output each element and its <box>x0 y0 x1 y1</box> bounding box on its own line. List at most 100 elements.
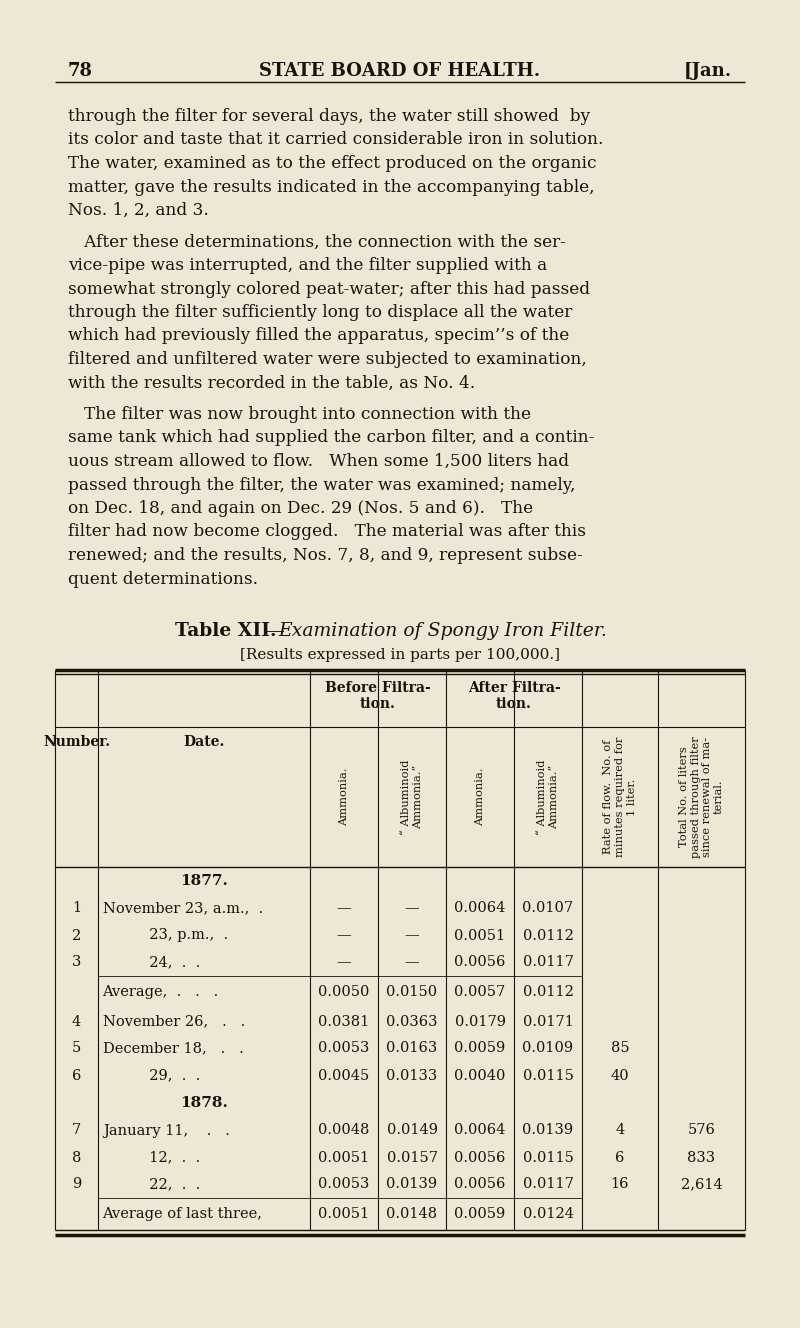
Text: 0.0059: 0.0059 <box>454 1207 506 1220</box>
Text: 2: 2 <box>72 928 81 943</box>
Text: passed through the filter, the water was examined; namely,: passed through the filter, the water was… <box>68 477 575 494</box>
Text: which had previously filled the apparatus, specim’’s of the: which had previously filled the apparatu… <box>68 328 570 344</box>
Text: 0.0056: 0.0056 <box>454 956 506 969</box>
Text: 0.0112: 0.0112 <box>522 985 574 999</box>
Text: 0.0053: 0.0053 <box>318 1178 370 1191</box>
Text: 2,614: 2,614 <box>681 1178 722 1191</box>
Text: 0.0150: 0.0150 <box>386 985 438 999</box>
Text: 0.0057: 0.0057 <box>454 985 506 999</box>
Text: 78: 78 <box>68 62 93 80</box>
Text: Before Filtra-
tion.: Before Filtra- tion. <box>325 681 431 712</box>
Text: 0.0133: 0.0133 <box>386 1069 438 1082</box>
Text: 0.0148: 0.0148 <box>386 1207 438 1220</box>
Text: Examination of Spongy Iron Filter.: Examination of Spongy Iron Filter. <box>278 622 607 640</box>
Text: filter had now become clogged.   The material was after this: filter had now become clogged. The mater… <box>68 523 586 540</box>
Text: STATE BOARD OF HEALTH.: STATE BOARD OF HEALTH. <box>259 62 541 80</box>
Text: 0.0139: 0.0139 <box>386 1178 438 1191</box>
Text: November 26,   .   .: November 26, . . <box>103 1015 246 1028</box>
Text: 23, p.m.,  .: 23, p.m., . <box>103 928 228 943</box>
Text: —: — <box>337 902 351 915</box>
Text: The filter was now brought into connection with the: The filter was now brought into connecti… <box>68 406 531 424</box>
Text: Nos. 1, 2, and 3.: Nos. 1, 2, and 3. <box>68 202 209 219</box>
Text: 0.0117: 0.0117 <box>522 1178 574 1191</box>
Text: 85: 85 <box>610 1041 630 1056</box>
Text: 0.0048: 0.0048 <box>318 1123 370 1138</box>
Text: 0.0149: 0.0149 <box>386 1123 438 1138</box>
Text: 0.0109: 0.0109 <box>522 1041 574 1056</box>
Text: 0.0051: 0.0051 <box>318 1207 370 1220</box>
Text: 0.0139: 0.0139 <box>522 1123 574 1138</box>
Text: with the results recorded in the table, as No. 4.: with the results recorded in the table, … <box>68 374 475 392</box>
Text: 0.0051: 0.0051 <box>454 928 506 943</box>
Text: 7: 7 <box>72 1123 81 1138</box>
Text: matter, gave the results indicated in the accompanying table,: matter, gave the results indicated in th… <box>68 178 594 195</box>
Text: 0.0040: 0.0040 <box>454 1069 506 1082</box>
Text: December 18,   .   .: December 18, . . <box>103 1041 244 1056</box>
Text: 833: 833 <box>687 1150 715 1165</box>
Text: same tank which had supplied the carbon filter, and a contin-: same tank which had supplied the carbon … <box>68 429 594 446</box>
Text: its color and taste that it carried considerable iron in solution.: its color and taste that it carried cons… <box>68 131 603 149</box>
Text: 9: 9 <box>72 1178 81 1191</box>
Text: 40: 40 <box>610 1069 630 1082</box>
Text: 0.0363: 0.0363 <box>386 1015 438 1028</box>
Text: [Jan.: [Jan. <box>684 62 732 80</box>
Text: Number.: Number. <box>43 734 110 749</box>
Text: 0.0056: 0.0056 <box>454 1150 506 1165</box>
Text: 0.0115: 0.0115 <box>522 1150 574 1165</box>
Text: 0.0179: 0.0179 <box>454 1015 506 1028</box>
Text: 0.0056: 0.0056 <box>454 1178 506 1191</box>
Text: 8: 8 <box>72 1150 81 1165</box>
Text: 3: 3 <box>72 956 81 969</box>
Text: 0.0112: 0.0112 <box>522 928 574 943</box>
Text: 16: 16 <box>610 1178 630 1191</box>
Text: The water, examined as to the effect produced on the organic: The water, examined as to the effect pro… <box>68 155 597 173</box>
Text: 0.0124: 0.0124 <box>522 1207 574 1220</box>
Text: 0.0107: 0.0107 <box>522 902 574 915</box>
Text: Average,  .   .   .: Average, . . . <box>102 985 218 999</box>
Text: Table XII.: Table XII. <box>175 622 277 640</box>
Text: through the filter sufficiently long to displace all the water: through the filter sufficiently long to … <box>68 304 572 321</box>
Text: Average of last three,: Average of last three, <box>102 1207 262 1220</box>
Text: After these determinations, the connection with the ser-: After these determinations, the connecti… <box>68 234 566 251</box>
Text: on Dec. 18, and again on Dec. 29 (Nos. 5 and 6).   The: on Dec. 18, and again on Dec. 29 (Nos. 5… <box>68 501 533 517</box>
Text: 0.0064: 0.0064 <box>454 1123 506 1138</box>
Text: 29,  .  .: 29, . . <box>103 1069 200 1082</box>
Text: After Filtra-
tion.: After Filtra- tion. <box>468 681 560 712</box>
Text: 0.0053: 0.0053 <box>318 1041 370 1056</box>
Text: November 23, a.m.,  .: November 23, a.m., . <box>103 902 263 915</box>
Text: quent determinations.: quent determinations. <box>68 571 258 587</box>
Text: 0.0064: 0.0064 <box>454 902 506 915</box>
Text: 0.0059: 0.0059 <box>454 1041 506 1056</box>
Text: through the filter for several days, the water still showed  by: through the filter for several days, the… <box>68 108 590 125</box>
Text: 1878.: 1878. <box>180 1096 228 1110</box>
Text: vice-pipe was interrupted, and the filter supplied with a: vice-pipe was interrupted, and the filte… <box>68 258 547 274</box>
Text: —: — <box>337 928 351 943</box>
Text: 0.0163: 0.0163 <box>386 1041 438 1056</box>
Text: 1877.: 1877. <box>180 874 228 888</box>
Text: 0.0157: 0.0157 <box>386 1150 438 1165</box>
Text: —: — <box>260 622 291 640</box>
Text: 12,  .  .: 12, . . <box>103 1150 200 1165</box>
Text: —: — <box>405 902 419 915</box>
Text: Ammonia.: Ammonia. <box>339 768 349 826</box>
Text: “ Albuminoid
Ammonia.”: “ Albuminoid Ammonia.” <box>538 760 558 835</box>
Text: 0.0171: 0.0171 <box>522 1015 574 1028</box>
Text: Total No. of liters
passed through filter
since renewal of ma-
terial.: Total No. of liters passed through filte… <box>679 736 724 858</box>
Text: 0.0050: 0.0050 <box>318 985 370 999</box>
Text: 4: 4 <box>72 1015 81 1028</box>
Text: [Results expressed in parts per 100,000.]: [Results expressed in parts per 100,000.… <box>240 648 560 661</box>
Text: 0.0381: 0.0381 <box>318 1015 370 1028</box>
Text: “ Albuminoid
Ammonia.”: “ Albuminoid Ammonia.” <box>401 760 422 835</box>
Text: 0.0117: 0.0117 <box>522 956 574 969</box>
Text: —: — <box>405 928 419 943</box>
Text: somewhat strongly colored peat-water; after this had passed: somewhat strongly colored peat-water; af… <box>68 280 590 297</box>
Text: uous stream allowed to flow.   When some 1,500 liters had: uous stream allowed to flow. When some 1… <box>68 453 569 470</box>
Text: 22,  .  .: 22, . . <box>103 1178 200 1191</box>
Text: renewed; and the results, Nos. 7, 8, and 9, represent subse-: renewed; and the results, Nos. 7, 8, and… <box>68 547 582 564</box>
Text: 4: 4 <box>615 1123 625 1138</box>
Text: Ammonia.: Ammonia. <box>475 768 485 826</box>
Text: Rate of flow.  No. of
minutes required for
1 liter.: Rate of flow. No. of minutes required fo… <box>603 737 637 857</box>
Text: 24,  .  .: 24, . . <box>103 956 200 969</box>
Text: 0.0051: 0.0051 <box>318 1150 370 1165</box>
Text: 576: 576 <box>687 1123 715 1138</box>
